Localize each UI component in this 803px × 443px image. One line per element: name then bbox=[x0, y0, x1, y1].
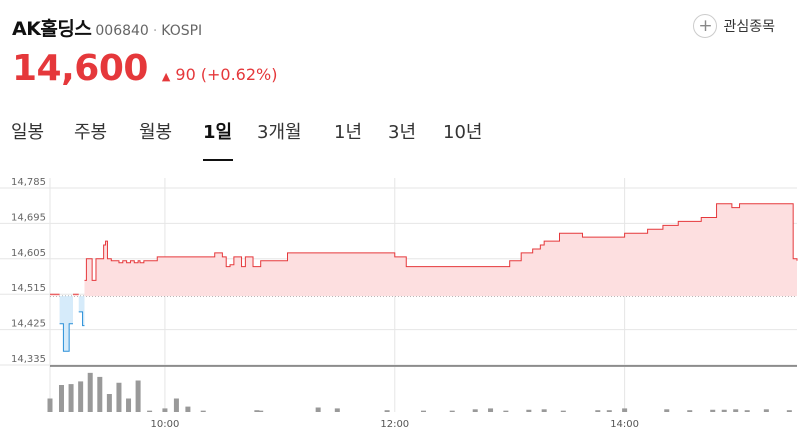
tab-daily[interactable]: 일봉 bbox=[11, 122, 45, 143]
volume-bar bbox=[185, 406, 191, 412]
volume-bar bbox=[786, 410, 792, 412]
tab-10year[interactable]: 10년 bbox=[443, 122, 483, 143]
stock-name: AK홀딩스 bbox=[12, 18, 92, 40]
volume-bar bbox=[126, 398, 132, 412]
period-tabs: 일봉 주봉 월봉 1일 3개월 1년 3년 10년 bbox=[0, 118, 803, 162]
price-line-down bbox=[59, 311, 85, 352]
volume-bar bbox=[622, 408, 628, 412]
stock-code: 006840 bbox=[95, 23, 149, 39]
x-tick-label: 14:00 bbox=[610, 419, 639, 430]
y-tick-label: 14,515 bbox=[11, 283, 46, 294]
volume-bar bbox=[744, 410, 750, 412]
volume-bar bbox=[560, 410, 566, 412]
price-row: 14,600 ▲ 90 (+0.62%) bbox=[12, 48, 277, 89]
intraday-chart: 14,785 14,695 14,605 14,515 14,425 14,335 10:0… bbox=[0, 177, 798, 430]
y-tick-label: 14,785 bbox=[11, 177, 46, 188]
up-arrow-icon: ▲ bbox=[161, 70, 171, 83]
price-area-up bbox=[50, 203, 797, 297]
volume-bar bbox=[87, 372, 93, 412]
y-tick-label: 14,605 bbox=[11, 248, 46, 259]
volume-bar bbox=[254, 410, 260, 412]
volume-bar bbox=[47, 398, 53, 412]
price-change-value: 90 bbox=[175, 65, 196, 84]
volume-bar bbox=[334, 408, 340, 412]
volume-bar bbox=[58, 385, 64, 412]
volume-bar bbox=[97, 376, 103, 412]
volume-bar bbox=[710, 409, 716, 412]
separator-dot: · bbox=[152, 23, 158, 39]
volume-bar bbox=[472, 409, 478, 412]
volume-bar bbox=[384, 410, 390, 412]
price-change-percent: (+0.62%) bbox=[200, 65, 278, 84]
x-tick-label: 12:00 bbox=[380, 419, 409, 430]
volume-bar bbox=[135, 380, 141, 412]
volume-bar bbox=[106, 394, 112, 412]
tab-1year[interactable]: 1년 bbox=[334, 122, 363, 143]
active-tab-indicator bbox=[203, 159, 233, 161]
volume-bar bbox=[421, 410, 426, 412]
watchlist-label: 관심종목 bbox=[723, 19, 775, 35]
volume-bar bbox=[664, 409, 670, 412]
plus-icon[interactable]: + bbox=[693, 14, 718, 38]
volume-bar bbox=[503, 410, 509, 412]
tab-1day[interactable]: 1일 bbox=[203, 122, 233, 143]
tab-3month[interactable]: 3개월 bbox=[257, 122, 302, 143]
volume-bar bbox=[541, 409, 547, 412]
volume-bar bbox=[488, 408, 494, 412]
volume-bar bbox=[173, 398, 179, 412]
volume-bar bbox=[733, 409, 739, 412]
exchange-name: KOSPI bbox=[161, 23, 203, 39]
volume-bar bbox=[116, 382, 122, 412]
volume-bar bbox=[68, 384, 74, 412]
volume-bar bbox=[595, 410, 601, 412]
volume-bar bbox=[258, 410, 264, 412]
tab-monthly[interactable]: 월봉 bbox=[139, 122, 173, 143]
volume-bar bbox=[763, 409, 769, 412]
y-tick-label: 14,335 bbox=[11, 354, 46, 365]
x-tick-label: 10:00 bbox=[151, 419, 180, 430]
volume-bar bbox=[526, 409, 532, 412]
price-line-up bbox=[50, 203, 798, 295]
volume-bar bbox=[162, 408, 168, 412]
y-tick-label: 14,695 bbox=[11, 212, 46, 223]
stock-header: AK홀딩스 006840 · KOSPI bbox=[12, 14, 202, 42]
current-price: 14,600 bbox=[12, 48, 148, 89]
volume-bar bbox=[721, 409, 727, 412]
volume-bar bbox=[315, 407, 321, 412]
volume-bar bbox=[200, 410, 206, 412]
volume-bar bbox=[687, 410, 693, 412]
volume-bar bbox=[606, 410, 612, 412]
tab-3year[interactable]: 3년 bbox=[388, 122, 417, 143]
volume-bar bbox=[147, 410, 153, 412]
tab-weekly[interactable]: 주봉 bbox=[74, 122, 108, 143]
volume-bar bbox=[78, 381, 84, 412]
volume-bar bbox=[449, 410, 455, 412]
y-tick-label: 14,425 bbox=[11, 319, 46, 330]
watchlist-button[interactable]: + 관심종목 bbox=[693, 14, 775, 38]
